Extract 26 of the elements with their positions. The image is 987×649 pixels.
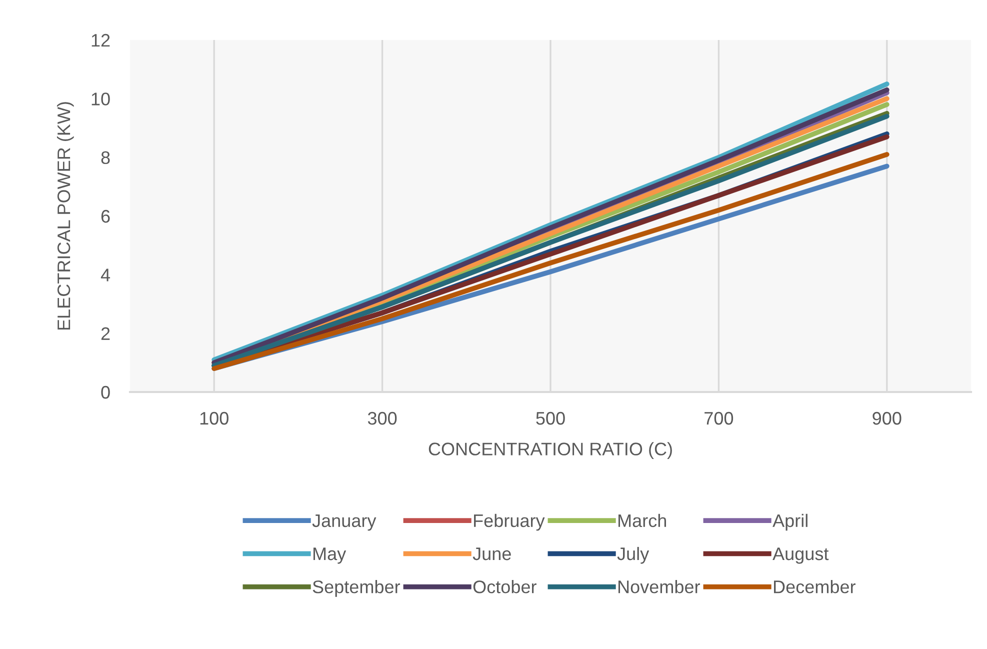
legend-label: March [618, 514, 666, 528]
x-tick-label: 900 [872, 412, 902, 425]
y-tick-label: 6 [101, 210, 110, 223]
y-tick-label: 10 [92, 92, 110, 106]
y-tick-label: 4 [100, 268, 110, 282]
legend-label: June [472, 548, 511, 560]
x-tick-label: 300 [368, 412, 397, 425]
y-tick-label: 8 [101, 151, 110, 164]
legend-label: February [474, 514, 545, 531]
x-axis-title: CONCENTRATION RATIO (C) [428, 442, 672, 459]
legend-label: January [312, 514, 376, 531]
legend-label: November [618, 580, 700, 594]
legend-label: October [473, 580, 536, 594]
x-tick-label: 700 [704, 412, 734, 425]
legend-label: July [617, 546, 650, 564]
legend-label: December [774, 580, 856, 594]
y-axis-title: ELECTRICAL POWER (KW) [56, 102, 74, 330]
legend-label: May [313, 548, 346, 564]
legend-label: August [772, 548, 829, 564]
legend-label: April [772, 514, 808, 531]
y-tick-label: 0 [101, 386, 110, 399]
x-tick-label: 100 [200, 412, 228, 425]
x-tick-label: 500 [536, 412, 565, 425]
legend-label: September [312, 580, 400, 597]
y-tick-label: 12 [92, 34, 110, 47]
y-tick-label: 2 [101, 327, 110, 340]
